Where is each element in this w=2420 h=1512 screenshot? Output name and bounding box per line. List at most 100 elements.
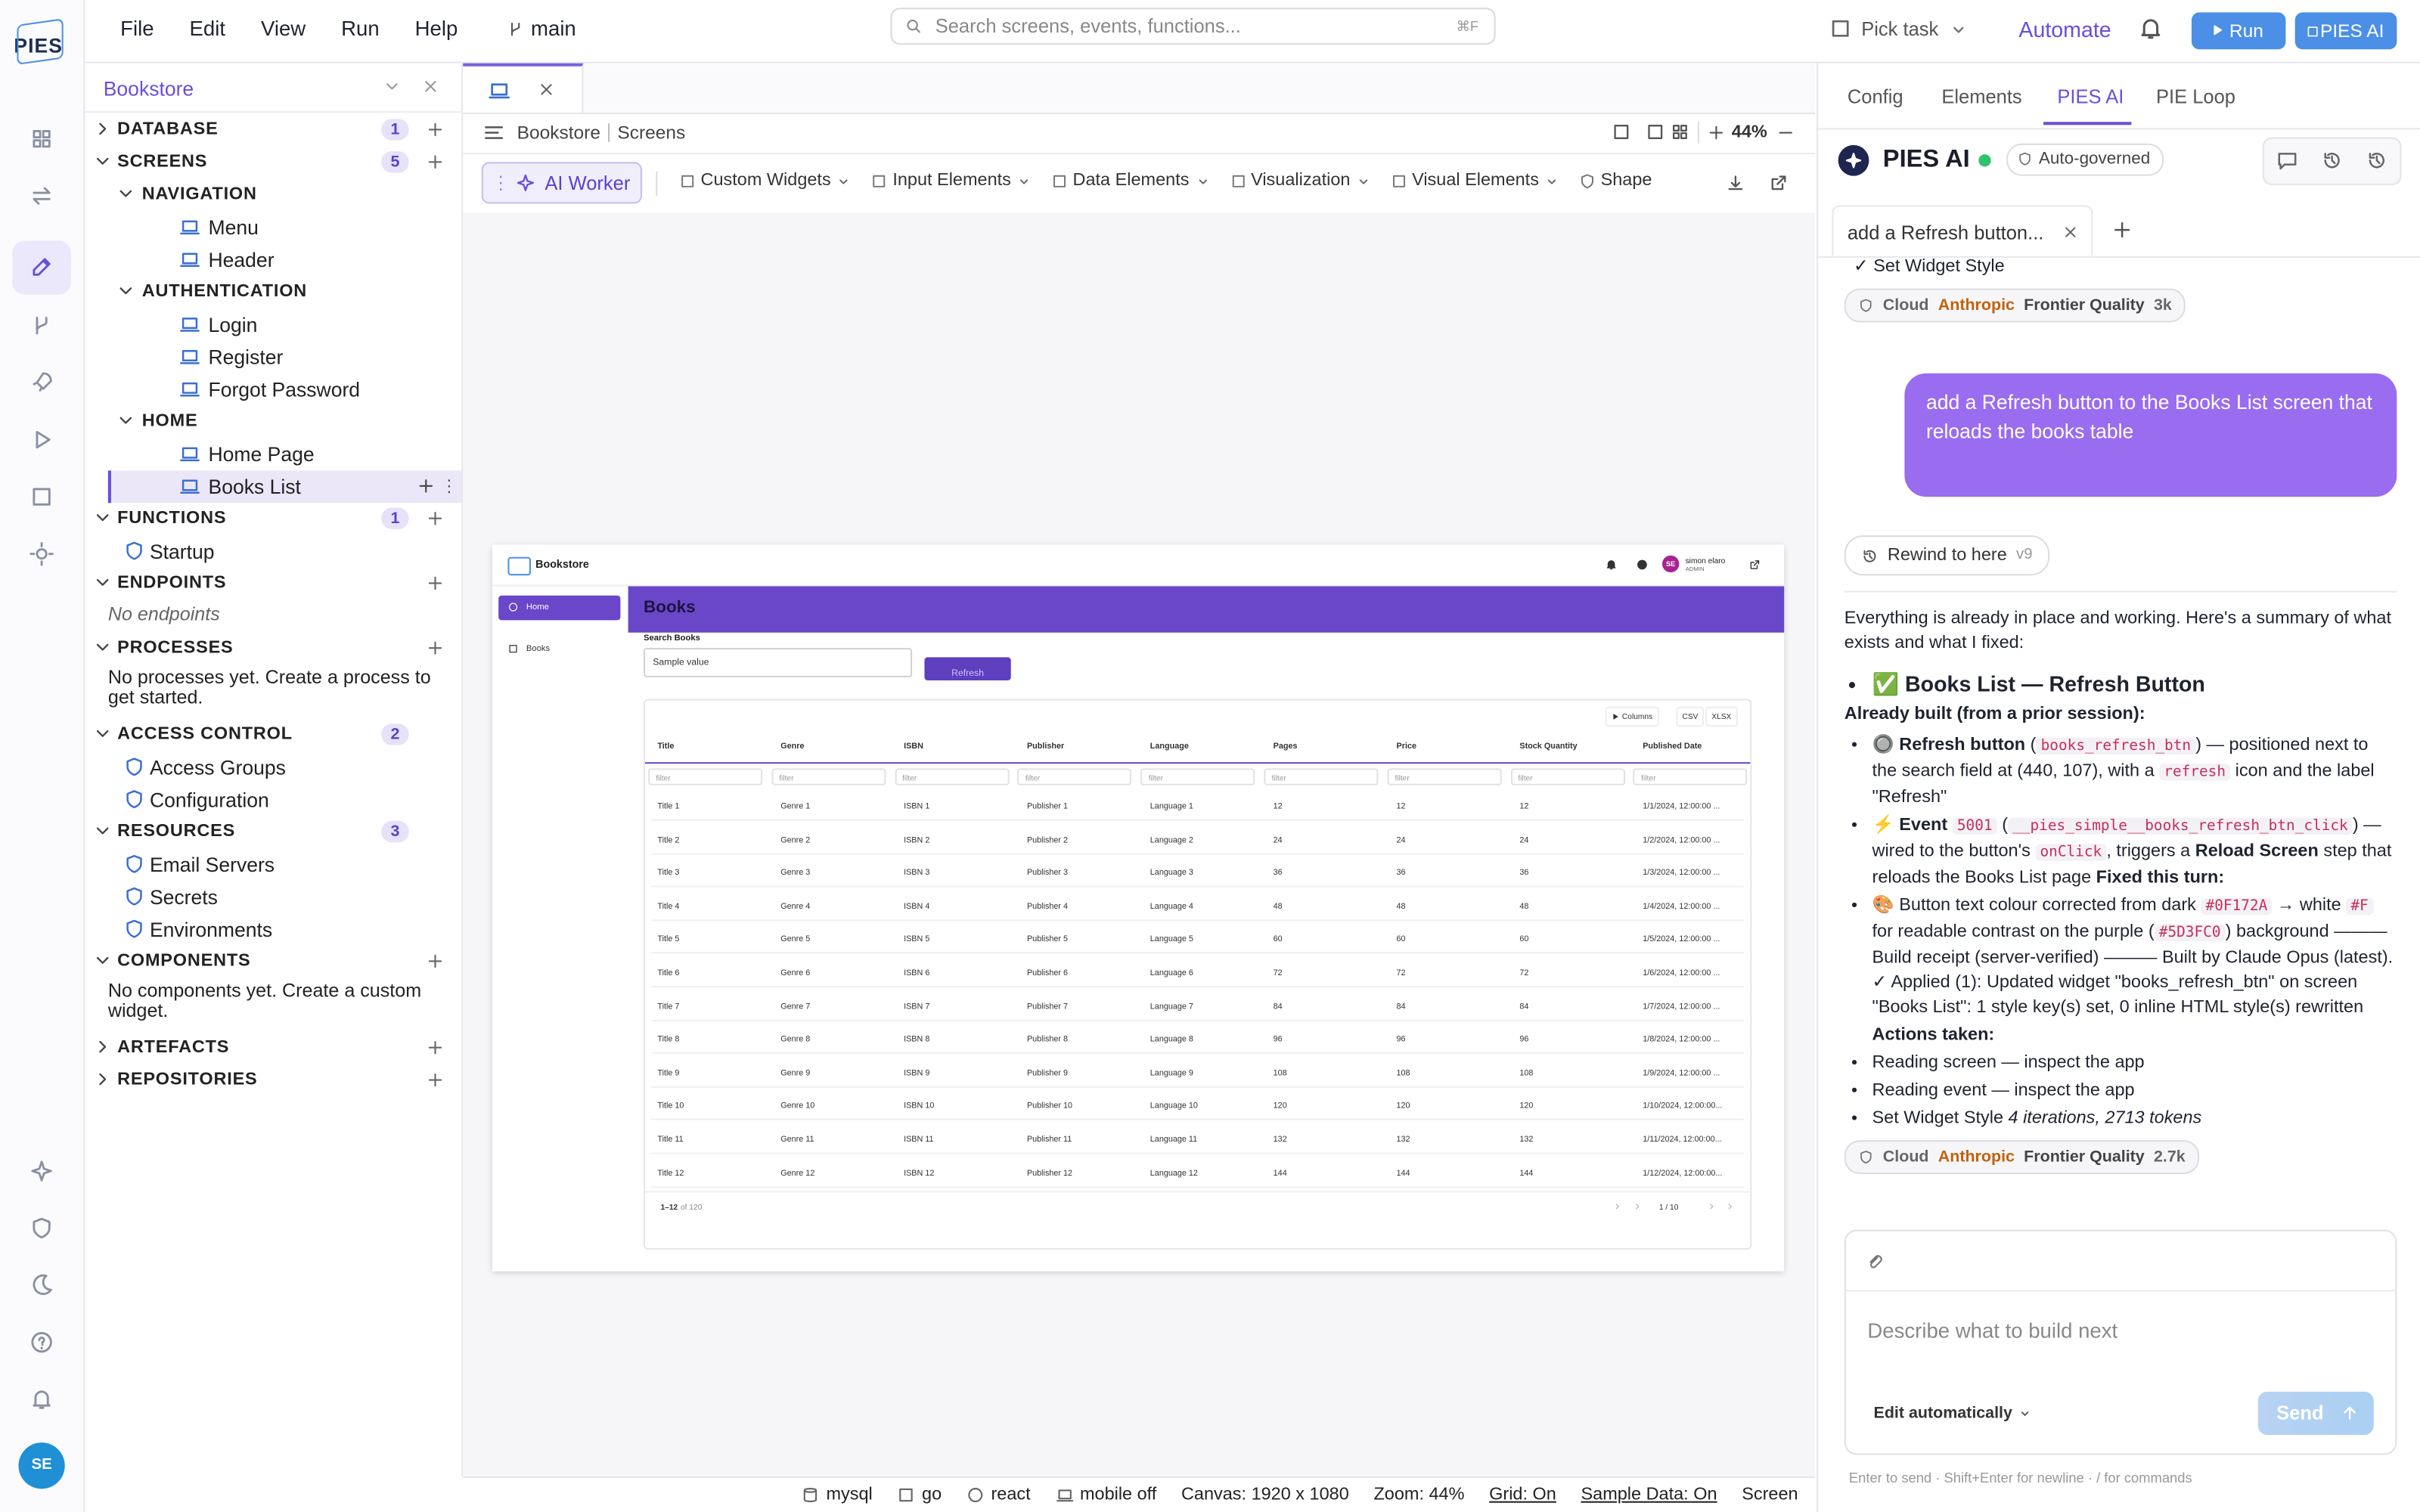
active-indicator (12, 240, 71, 295)
tree-row[interactable]: REPOSITORIES (92, 1064, 461, 1097)
tree-row[interactable]: No processes yet. Create a process to ge… (92, 665, 461, 719)
icon (509, 645, 517, 653)
preview-filter[interactable]: filter (1140, 768, 1255, 785)
preview-table-tool[interactable]: CSV (1676, 706, 1705, 727)
tree-row[interactable]: Forgot Password (92, 373, 461, 406)
breadcrumb-item[interactable]: Bookstore (517, 122, 600, 144)
tree-row[interactable]: NAVIGATION (92, 179, 461, 212)
preview-filter[interactable]: filter (1387, 768, 1502, 785)
icon (907, 19, 920, 33)
tree-row[interactable]: PROCESSES (92, 633, 461, 665)
breadcrumb-item[interactable]: Screens (617, 122, 686, 144)
tree-row[interactable]: Header (92, 243, 461, 276)
tree-row[interactable]: Environments (92, 913, 461, 946)
menu-item[interactable]: Edit (189, 17, 226, 41)
text-run: ⚡ (1872, 816, 1900, 835)
tree-row[interactable]: HOME (92, 406, 461, 438)
tree-row[interactable]: Secrets (92, 881, 461, 913)
tree-row[interactable]: Access Groups (92, 751, 461, 784)
tree-row[interactable]: COMPONENTS (92, 946, 461, 978)
tree-item-label: Configuration (149, 788, 269, 812)
preview-filter[interactable]: filter (1633, 768, 1748, 785)
icon (873, 174, 886, 187)
assistant-tab[interactable]: PIES AI (2057, 86, 2124, 108)
tree-row[interactable]: ENDPOINTS (92, 568, 461, 600)
toolbar-item[interactable]: Visualization (1230, 172, 1372, 190)
preview-filter[interactable]: filter (1510, 768, 1625, 785)
tree-row[interactable]: DATABASE 1 (92, 114, 461, 147)
mode-pill[interactable]: Auto-governed (2006, 143, 2164, 176)
tree-row[interactable]: RESOURCES 3 (92, 816, 461, 849)
toolbar-item[interactable]: Input Elements (871, 172, 1033, 190)
assistant-tab[interactable]: PIE Loop (2156, 86, 2235, 108)
tree-row[interactable]: Menu (92, 212, 461, 244)
assistant-tab[interactable]: Elements (1941, 86, 2022, 108)
status-item[interactable]: react (966, 1486, 1031, 1504)
preview-filter[interactable]: filter (1264, 768, 1379, 785)
search-box[interactable]: Search screens, events, functions... ⌘F (890, 8, 1496, 45)
edit-mode-selector[interactable]: Edit automatically (1874, 1404, 2033, 1423)
preview-filter[interactable]: filter (771, 768, 886, 785)
tree-row[interactable]: Startup (92, 535, 461, 568)
preview-cell: 60 (1519, 935, 1529, 945)
preview-column-header: Language (1150, 742, 1189, 751)
toolbar-item[interactable]: Custom Widgets (679, 172, 852, 190)
document-tab[interactable] (463, 63, 584, 113)
tree-row[interactable]: Register (92, 341, 461, 373)
tree-row[interactable]: AUTHENTICATION (92, 276, 461, 308)
toolbar-item[interactable]: Data Elements (1051, 172, 1211, 190)
tree-row[interactable]: ARTEFACTS (92, 1032, 461, 1064)
preview-column-header: Genre (780, 742, 805, 751)
pick-task[interactable]: Pick task (1829, 17, 1969, 40)
rewind-button[interactable]: Rewind to here v9 (1844, 535, 2050, 576)
ai-worker-button[interactable]: AI Worker (481, 162, 642, 204)
tree-row[interactable]: FUNCTIONS 1 (92, 503, 461, 535)
preview-cell: 144 (1519, 1169, 1534, 1179)
status-item[interactable]: mobile off (1055, 1486, 1156, 1504)
status-item[interactable]: mysql (802, 1486, 873, 1504)
tree-item-label: Login (208, 313, 258, 336)
branch-selector[interactable]: main (506, 17, 576, 40)
menu-item[interactable]: File (120, 17, 154, 41)
toolbar-label: AI Worker (544, 172, 631, 195)
menu-item[interactable]: Help (414, 17, 458, 41)
menu-item[interactable]: Run (341, 17, 380, 41)
preview-cell: 12 (1273, 802, 1283, 812)
preview-cell: 96 (1396, 1035, 1406, 1046)
tree-row[interactable]: SCREENS 5 (92, 147, 461, 179)
assistant-tab[interactable]: Config (1847, 86, 1903, 108)
preview-filter[interactable]: filter (1017, 768, 1132, 785)
preview-nav-item[interactable]: Books (498, 637, 620, 662)
preview-refresh-button[interactable]: Refresh (924, 657, 1011, 680)
toolbar-item[interactable]: Shape (1579, 172, 1652, 190)
text-run: → white (2272, 896, 2347, 916)
preview-filter[interactable]: filter (648, 768, 763, 785)
automate-button[interactable]: Automate (2018, 17, 2111, 42)
project-name[interactable]: Bookstore (103, 77, 194, 101)
preview-search-input[interactable]: Sample value (644, 648, 913, 677)
preview-filter-placeholder: filter (902, 773, 917, 783)
toolbar-item[interactable]: Visual Elements (1391, 172, 1561, 190)
tree-row-selected[interactable]: Books List (107, 470, 462, 503)
user-avatar[interactable]: SE (18, 1442, 65, 1489)
status-item[interactable]: go (897, 1486, 942, 1504)
preview-nav-item[interactable]: Home (498, 595, 621, 621)
run-button[interactable]: Run (2191, 12, 2286, 50)
tree-row[interactable]: No components yet. Create a custom widge… (92, 978, 461, 1032)
preview-column-header: Price (1396, 742, 1416, 751)
preview-table-tool[interactable]: Columns (1605, 706, 1659, 727)
preview-table-tool[interactable]: XLSX (1705, 706, 1738, 727)
tree-row[interactable]: No endpoints (92, 600, 461, 633)
send-button[interactable]: Send (2257, 1391, 2374, 1435)
tree-row[interactable]: Email Servers (92, 848, 461, 881)
preview-filter[interactable]: filter (894, 768, 1009, 785)
icon (386, 83, 398, 90)
tree-row[interactable]: Home Page (92, 438, 461, 471)
tree-row[interactable]: Configuration (92, 784, 461, 816)
tree-row[interactable]: Login (92, 308, 461, 341)
chat-tab[interactable]: add a Refresh button... (1832, 205, 2093, 256)
tree-row[interactable]: ACCESS CONTROL 2 (92, 719, 461, 751)
pies-ai-button[interactable]: PIES AI (2294, 12, 2397, 50)
menu-item[interactable]: View (260, 17, 306, 41)
